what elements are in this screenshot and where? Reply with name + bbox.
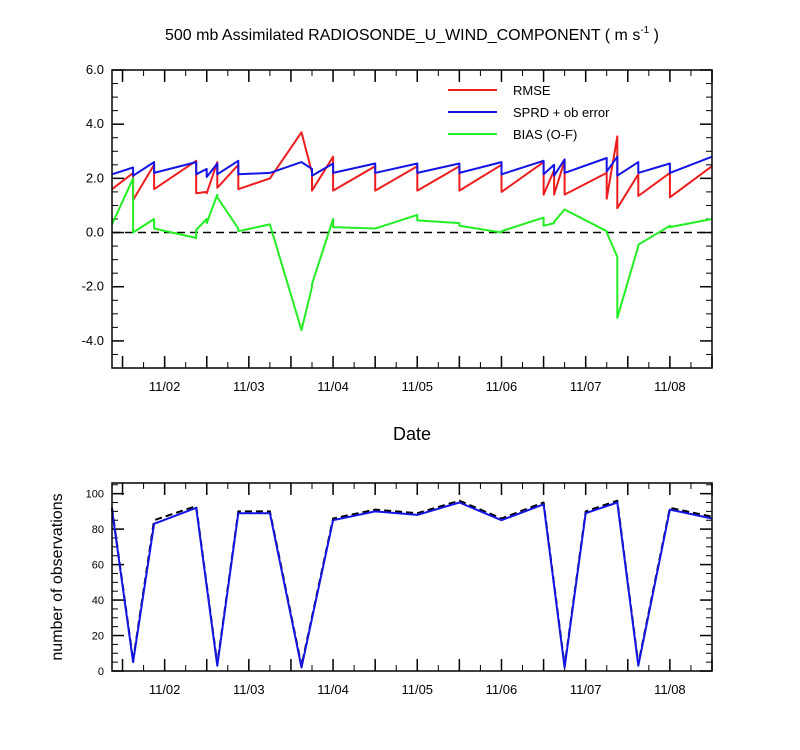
plot-frame <box>111 482 713 672</box>
chart-title: 500 mb Assimilated RADIOSONDE_U_WIND_COM… <box>165 25 659 44</box>
x-tick-label: 11/08 <box>654 682 686 697</box>
legend-label-rmse: RMSE <box>513 83 551 98</box>
x-axis-label: Date <box>393 424 431 444</box>
x-tick-label: 11/04 <box>317 682 349 697</box>
series-line-rmse <box>111 131 713 210</box>
legend: RMSE SPRD + ob error BIAS (O-F) <box>448 83 610 142</box>
y-tick-label: -2.0 <box>82 279 104 294</box>
x-tick-label: 11/06 <box>486 682 518 697</box>
x-tick-label: 11/05 <box>401 682 433 697</box>
y-tick-label: 100 <box>86 489 104 501</box>
y-tick-label: 0 <box>98 666 104 678</box>
y-axis-label-observations: number of observations <box>49 493 66 660</box>
series-line-sprd-ob-error <box>111 155 713 178</box>
title-units-superscript: -1 <box>640 25 649 36</box>
title-close: ) <box>649 27 659 44</box>
x-tick-label: 11/07 <box>570 682 602 697</box>
bottom-panel: 11/02 11/03 11/04 11/05 11/06 11/07 11/08 0 20 40… <box>86 482 713 697</box>
series-line-possible-observations <box>111 499 713 667</box>
top-panel: 11/02 11/03 11/04 11/05 11/06 11/07 11/08 -4.0 -… <box>82 62 713 394</box>
x-tick-label: 11/06 <box>486 379 518 394</box>
y-tick-label: 80 <box>92 524 104 536</box>
legend-label-bias: BIAS (O-F) <box>513 127 577 142</box>
y-tick-label: 40 <box>92 595 104 607</box>
x-tick-label: 11/02 <box>149 682 181 697</box>
x-tick-label: 11/07 <box>570 379 602 394</box>
x-tick-label: 11/04 <box>317 379 349 394</box>
x-tick-label: 11/08 <box>654 379 686 394</box>
series-line-bias-o-f <box>111 177 713 332</box>
y-tick-label: 60 <box>92 560 104 572</box>
series-line-assimilated-observations <box>111 501 713 669</box>
y-tick-label: 6.0 <box>86 62 104 77</box>
x-tick-label: 11/05 <box>401 379 433 394</box>
y-tick-label: 0.0 <box>86 225 104 240</box>
legend-label-sprd: SPRD + ob error <box>513 105 610 120</box>
x-tick-label: 11/03 <box>233 682 265 697</box>
y-tick-label: 4.0 <box>86 116 104 131</box>
y-tick-label: -4.0 <box>82 333 104 348</box>
y-tick-label: 20 <box>92 631 104 643</box>
y-tick-label: 2.0 <box>86 170 104 185</box>
x-tick-label: 11/02 <box>149 379 181 394</box>
plot-frame <box>111 69 713 369</box>
x-tick-label: 11/03 <box>233 379 265 394</box>
